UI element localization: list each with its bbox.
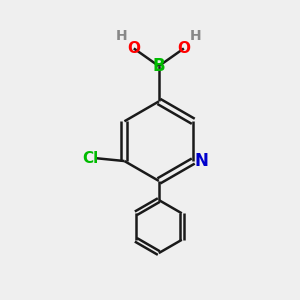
Text: H: H bbox=[190, 29, 202, 43]
Text: Cl: Cl bbox=[82, 151, 99, 166]
Text: O: O bbox=[177, 41, 190, 56]
Text: B: B bbox=[152, 57, 165, 75]
Text: N: N bbox=[195, 152, 208, 170]
Text: O: O bbox=[127, 41, 140, 56]
Text: H: H bbox=[116, 29, 128, 43]
